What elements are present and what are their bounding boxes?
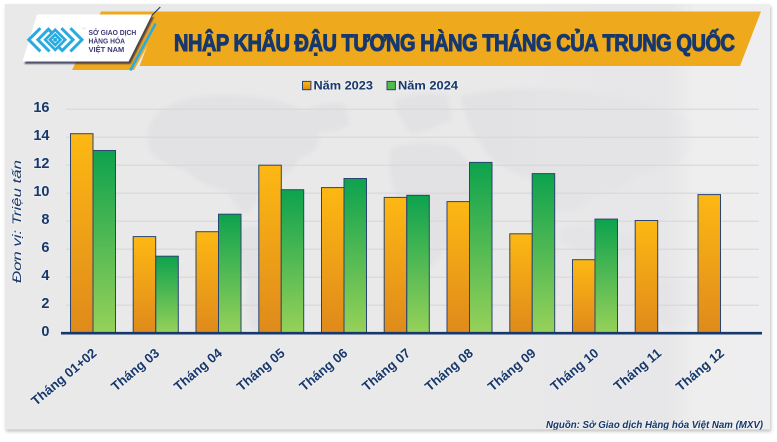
svg-text:Nguồn: Sở Giao dịch Hàng hóa V: Nguồn: Sở Giao dịch Hàng hóa Việt Nam (M… <box>546 419 763 431</box>
svg-text:Năm 2023: Năm 2023 <box>314 79 373 93</box>
svg-text:HÀNG HÓA: HÀNG HÓA <box>89 37 126 46</box>
svg-text:Đơn vị: Triệu tấn: Đơn vị: Triệu tấn <box>10 160 24 283</box>
svg-text:TM: TM <box>82 27 87 31</box>
svg-text:10: 10 <box>33 184 49 200</box>
svg-text:0: 0 <box>41 324 49 340</box>
svg-text:6: 6 <box>41 240 49 256</box>
svg-text:4: 4 <box>41 268 49 284</box>
svg-text:14: 14 <box>33 128 49 144</box>
svg-text:VIỆT NAM: VIỆT NAM <box>89 45 125 54</box>
svg-text:16: 16 <box>33 100 49 116</box>
svg-text:12: 12 <box>33 156 49 172</box>
svg-text:SỞ GIAO DỊCH: SỞ GIAO DỊCH <box>89 28 137 37</box>
svg-text:2: 2 <box>41 296 49 312</box>
svg-text:Năm 2024: Năm 2024 <box>398 79 458 93</box>
svg-text:NHẬP KHẨU ĐẬU TƯƠNG HÀNG THÁNG: NHẬP KHẨU ĐẬU TƯƠNG HÀNG THÁNG CỦA TRUNG… <box>174 28 735 56</box>
svg-text:8: 8 <box>41 212 49 228</box>
